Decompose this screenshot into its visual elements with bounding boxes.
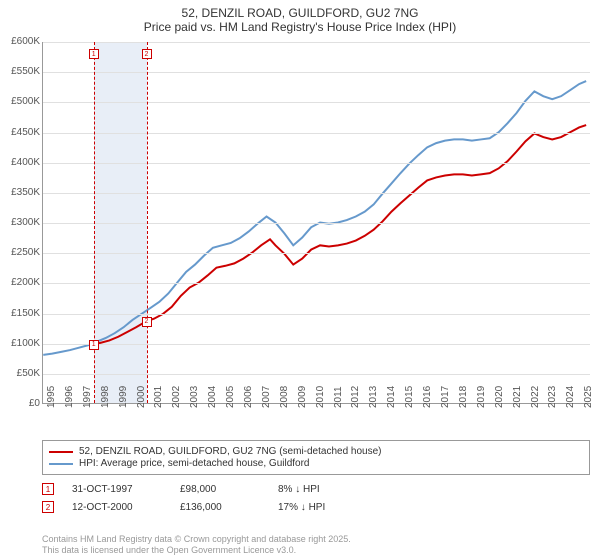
sale-marker: 2: [142, 317, 152, 327]
x-tick-label: 1996: [64, 386, 75, 408]
y-tick-label: £550K: [2, 66, 40, 77]
x-tick-label: 2000: [136, 386, 147, 408]
gridline: [43, 344, 590, 345]
legend-label: HPI: Average price, semi-detached house,…: [79, 458, 310, 469]
x-tick-label: 2023: [547, 386, 558, 408]
x-tick-label: 2018: [458, 386, 469, 408]
x-tick-label: 2003: [189, 386, 200, 408]
x-tick-label: 2014: [386, 386, 397, 408]
sale-diff: 8% ↓ HPI: [278, 484, 368, 495]
x-tick-label: 2025: [583, 386, 594, 408]
sale-index-marker: 2: [42, 501, 54, 513]
legend: 52, DENZIL ROAD, GUILDFORD, GU2 7NG (sem…: [42, 440, 590, 475]
x-tick-label: 2013: [368, 386, 379, 408]
x-tick-label: 1999: [118, 386, 129, 408]
sale-marker-top: 2: [142, 49, 152, 59]
x-tick-label: 2004: [207, 386, 218, 408]
y-tick-label: £0: [2, 398, 40, 409]
attribution-line2: This data is licensed under the Open Gov…: [42, 545, 351, 556]
sale-date: 31-OCT-1997: [72, 484, 162, 495]
y-tick-label: £50K: [2, 368, 40, 379]
y-tick-label: £100K: [2, 338, 40, 349]
x-tick-label: 2015: [404, 386, 415, 408]
gridline: [43, 163, 590, 164]
attribution-line1: Contains HM Land Registry data © Crown c…: [42, 534, 351, 545]
sale-date: 12-OCT-2000: [72, 502, 162, 513]
series-price_paid: [94, 125, 586, 344]
y-tick-label: £450K: [2, 127, 40, 138]
plot-area: 1 1 2 2: [42, 42, 590, 404]
x-tick-label: 2016: [422, 386, 433, 408]
chart-title: 52, DENZIL ROAD, GUILDFORD, GU2 7NG Pric…: [0, 0, 600, 38]
sale-row: 2 12-OCT-2000 £136,000 17% ↓ HPI: [42, 498, 590, 516]
gridline: [43, 42, 590, 43]
y-tick-label: £600K: [2, 36, 40, 47]
gridline: [43, 283, 590, 284]
x-tick-label: 2011: [333, 386, 344, 408]
legend-item: 52, DENZIL ROAD, GUILDFORD, GU2 7NG (sem…: [49, 446, 583, 457]
gridline: [43, 193, 590, 194]
chart-container: 52, DENZIL ROAD, GUILDFORD, GU2 7NG Pric…: [0, 0, 600, 560]
x-tick-label: 2007: [261, 386, 272, 408]
y-tick-label: £400K: [2, 157, 40, 168]
x-tick-label: 2008: [279, 386, 290, 408]
gridline: [43, 223, 590, 224]
x-tick-label: 1995: [46, 386, 57, 408]
x-tick-label: 2020: [494, 386, 505, 408]
legend-swatch: [49, 451, 73, 453]
x-tick-label: 2024: [565, 386, 576, 408]
title-line2: Price paid vs. HM Land Registry's House …: [0, 20, 600, 34]
x-tick-label: 2005: [225, 386, 236, 408]
x-tick-label: 2001: [153, 386, 164, 408]
sale-row: 1 31-OCT-1997 £98,000 8% ↓ HPI: [42, 480, 590, 498]
y-tick-label: £350K: [2, 187, 40, 198]
sale-index-marker: 1: [42, 483, 54, 495]
gridline: [43, 314, 590, 315]
x-tick-label: 1997: [82, 386, 93, 408]
legend-label: 52, DENZIL ROAD, GUILDFORD, GU2 7NG (sem…: [79, 446, 382, 457]
gridline: [43, 102, 590, 103]
x-tick-label: 2002: [171, 386, 182, 408]
sale-price: £136,000: [180, 502, 260, 513]
x-tick-label: 2021: [512, 386, 523, 408]
x-tick-label: 2009: [297, 386, 308, 408]
sale-diff: 17% ↓ HPI: [278, 502, 368, 513]
x-tick-label: 2012: [350, 386, 361, 408]
gridline: [43, 374, 590, 375]
title-line1: 52, DENZIL ROAD, GUILDFORD, GU2 7NG: [0, 6, 600, 20]
x-tick-label: 2010: [315, 386, 326, 408]
x-tick-label: 2006: [243, 386, 254, 408]
gridline: [43, 253, 590, 254]
y-tick-label: £250K: [2, 247, 40, 258]
x-tick-label: 2022: [530, 386, 541, 408]
sale-marker-top: 1: [89, 49, 99, 59]
attribution: Contains HM Land Registry data © Crown c…: [42, 534, 351, 556]
y-tick-label: £300K: [2, 217, 40, 228]
x-tick-label: 1998: [100, 386, 111, 408]
sale-price: £98,000: [180, 484, 260, 495]
x-tick-label: 2019: [476, 386, 487, 408]
sale-marker: 1: [89, 340, 99, 350]
y-tick-label: £200K: [2, 277, 40, 288]
gridline: [43, 133, 590, 134]
sale-vline: [147, 42, 148, 403]
y-tick-label: £500K: [2, 96, 40, 107]
legend-item: HPI: Average price, semi-detached house,…: [49, 458, 583, 469]
legend-swatch: [49, 463, 73, 465]
y-tick-label: £150K: [2, 308, 40, 319]
gridline: [43, 72, 590, 73]
x-tick-label: 2017: [440, 386, 451, 408]
sales-table: 1 31-OCT-1997 £98,000 8% ↓ HPI 2 12-OCT-2000 £…: [42, 480, 590, 516]
